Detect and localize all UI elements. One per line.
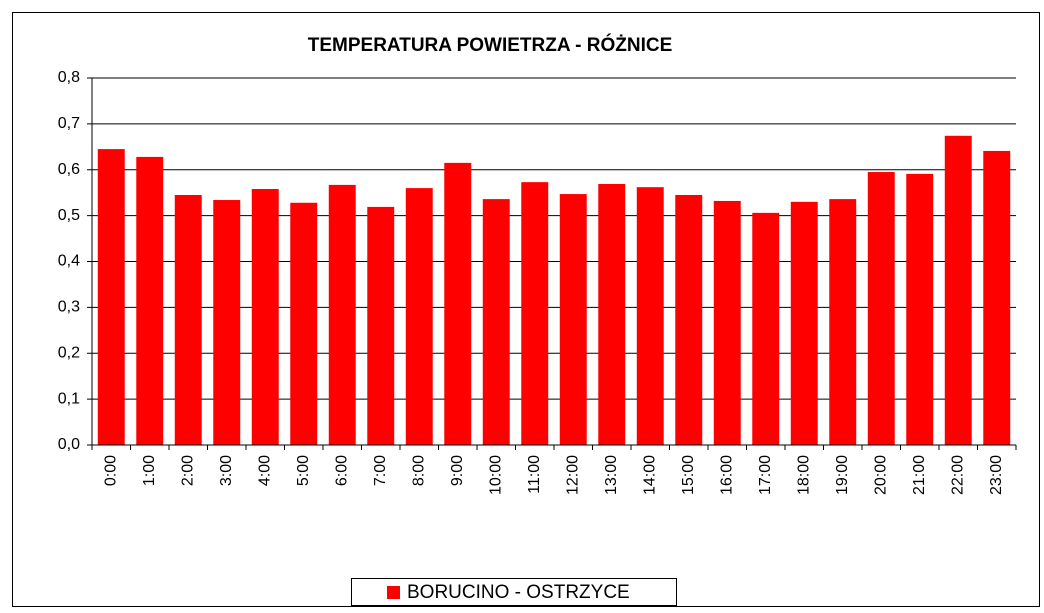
bar [367, 206, 395, 445]
x-tick-label: 12:00 [564, 455, 581, 495]
x-tick-label: 16:00 [718, 455, 735, 495]
y-tick-label: 0,7 [58, 115, 80, 132]
bar [790, 201, 818, 445]
x-tick-label: 4:00 [256, 455, 273, 486]
x-tick-label: 2:00 [179, 455, 196, 486]
bar [97, 149, 125, 445]
legend-text: BORUCINO - OSTRZYCE [407, 582, 630, 603]
bar [328, 184, 356, 446]
bar [829, 199, 857, 445]
x-tick-label: 9:00 [449, 455, 466, 486]
bar [983, 150, 1011, 445]
bar [598, 183, 626, 445]
x-tick-label: 23:00 [988, 455, 1005, 495]
x-tick-label: 22:00 [949, 455, 966, 495]
x-tick-label: 11:00 [526, 455, 543, 494]
bar [752, 212, 780, 445]
y-tick-label: 0,0 [58, 436, 80, 453]
y-tick-label: 0,5 [58, 207, 80, 224]
y-tick-label: 0,6 [58, 161, 80, 178]
x-tick-label: 6:00 [333, 455, 350, 486]
x-tick-label: 21:00 [911, 455, 928, 495]
bar [713, 200, 741, 445]
y-tick-label: 0,4 [58, 253, 80, 270]
bar [636, 187, 664, 445]
y-tick-label: 0,8 [58, 69, 80, 86]
y-tick-label: 0,3 [58, 299, 80, 316]
x-tick-label: 7:00 [372, 455, 389, 486]
bar [906, 173, 934, 445]
y-tick-label: 0,1 [58, 390, 80, 407]
x-tick-label: 19:00 [834, 455, 851, 495]
bar [136, 156, 164, 445]
bar [174, 194, 202, 445]
bar [944, 135, 972, 446]
x-tick-label: 3:00 [218, 455, 235, 486]
x-tick-label: 5:00 [295, 455, 312, 486]
bar [290, 202, 318, 445]
x-tick-label: 17:00 [757, 455, 774, 495]
y-tick-label: 0,2 [58, 344, 80, 361]
x-tick-label: 15:00 [680, 455, 697, 495]
bar [405, 188, 433, 445]
bar [213, 200, 241, 445]
x-tick-label: 18:00 [795, 455, 812, 495]
x-tick-label: 13:00 [603, 455, 620, 495]
bar [675, 194, 703, 445]
legend-box [351, 578, 677, 606]
x-tick-label: 1:00 [141, 455, 158, 486]
bar [559, 194, 587, 445]
bar [867, 172, 895, 445]
x-tick-label: 8:00 [410, 455, 427, 486]
bar [251, 189, 279, 445]
x-tick-label: 20:00 [872, 455, 889, 495]
x-tick-label: 10:00 [487, 455, 504, 495]
bar [482, 199, 510, 445]
bar [444, 162, 472, 445]
legend-swatch [387, 586, 400, 599]
chart-title: TEMPERATURA POWIETRZA - RÓŻNICE [308, 34, 673, 56]
x-tick-label: 14:00 [641, 455, 658, 495]
x-tick-label: 0:00 [102, 455, 119, 486]
bar [521, 182, 549, 446]
